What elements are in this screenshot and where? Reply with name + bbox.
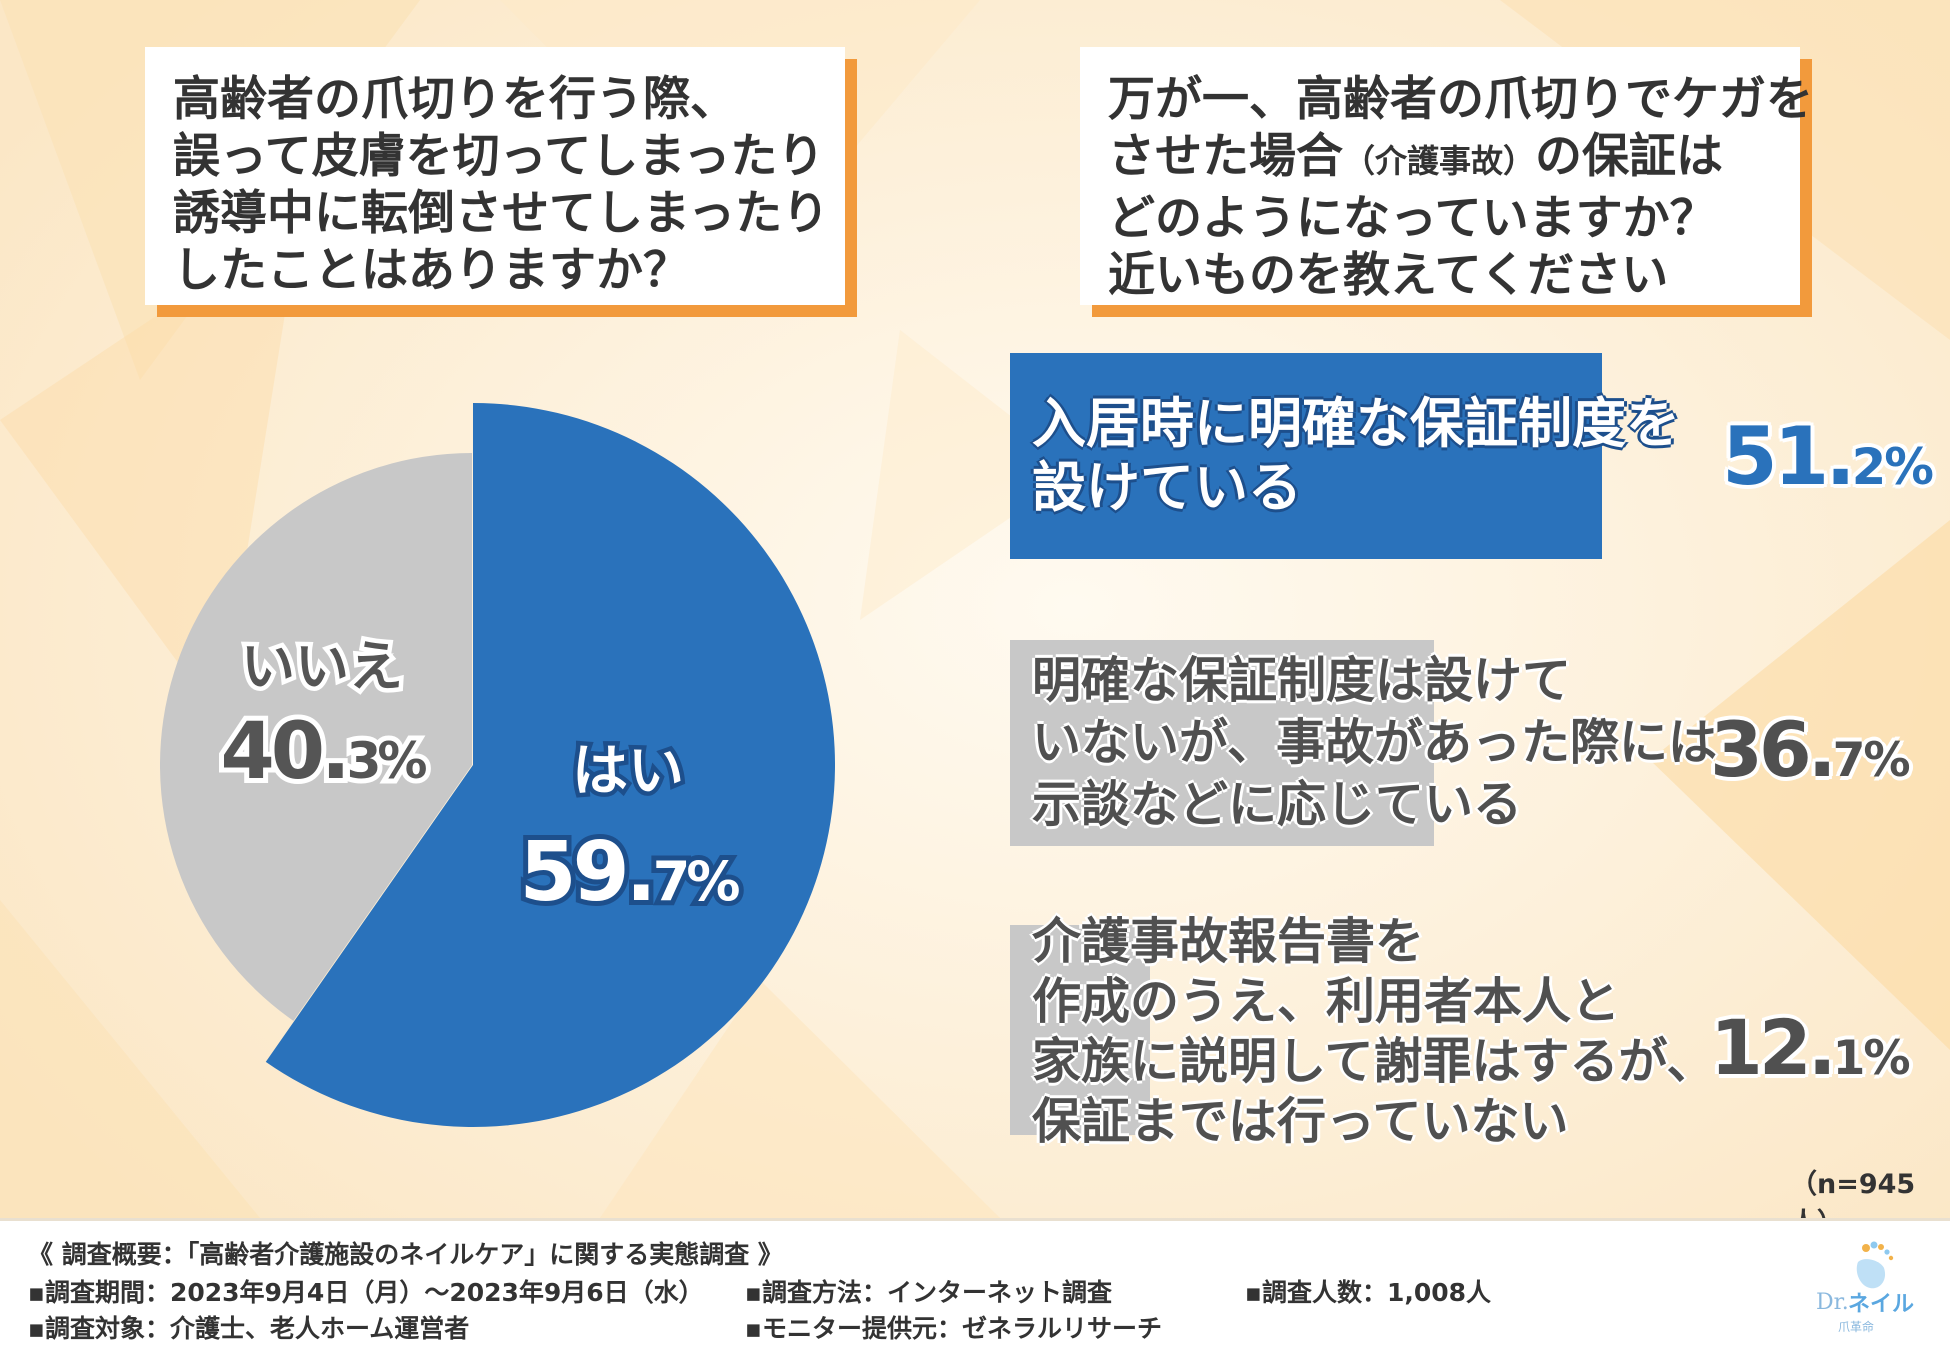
question-box-left: 高齢者の爪切りを行う際、 誤って皮膚を切ってしまったり 誘導中に転倒させてしまっ… (145, 47, 845, 305)
brand-logo: Dr. ネイル 爪革命 (1808, 1238, 1928, 1338)
bar-2-label: 明確な保証制度は設けて いないが、事故があった際には 示談などに応じている (1032, 650, 1717, 836)
question-line: 誤って皮膚を切ってしまったり (173, 129, 825, 184)
foot-icon (1856, 1241, 1894, 1289)
logo-dr: Dr. (1816, 1290, 1849, 1315)
bar-3 (1010, 925, 1150, 1135)
question-line: どのようになっていますか？ (1108, 191, 1717, 246)
bar-value-main: 51. (1722, 410, 1856, 503)
bar-3-label: 介護事故報告書を 作成のうえ、利用者本人と 家族に説明して謝罪はするが、 保証ま… (1032, 912, 1716, 1152)
survey-method: ▪調査方法：インターネット調査 (745, 1278, 1112, 1307)
survey-period: ▪調査期間：2023年9月4日（月）〜2023年9月6日（水） (28, 1278, 704, 1307)
survey-target: ▪調査対象：介護士、老人ホーム運営者 (28, 1314, 470, 1343)
question-box-right: 万が一、高齢者の爪切りでケガを させた場合（介護事故）の保証は どのようになって… (1080, 47, 1813, 305)
question-line: 近いものを教えてください (1108, 248, 1669, 303)
question-line: 誘導中に転倒させてしまったり (173, 186, 830, 241)
bar-2 (1010, 640, 1434, 846)
survey-title: 《 調査概要：「高齢者介護施設のネイルケア」に関する実態調査 》 (28, 1240, 783, 1269)
bar-1-label: 入居時に明確な保証制度を 設けている (1032, 392, 1680, 520)
bar-3-value: 12.1% (1710, 1003, 1911, 1092)
bar-1 (1010, 353, 1602, 559)
bar-label-line: 作成のうえ、利用者本人と (1032, 973, 1621, 1030)
bar-value-small: 7% (1832, 733, 1911, 788)
bar-label-line: 設けている (1032, 456, 1302, 519)
question-text: の保証は (1535, 129, 1724, 184)
bar-2-value: 36.7% (1710, 705, 1911, 794)
bar-value-small: 2% (1851, 438, 1934, 496)
question-line: 万が一、高齢者の爪切りでケガを (1108, 72, 1813, 127)
bar-label-line: 示談などに応じている (1032, 776, 1523, 833)
bar-value-small: 1% (1832, 1031, 1911, 1086)
bar-label-line: 介護事故報告書を (1032, 913, 1425, 970)
question-line: したことはありますか？ (173, 243, 690, 298)
bar-label-line: 入居時に明確な保証制度を (1032, 392, 1680, 455)
bar-label-line: いないが、事故があった際には (1032, 714, 1718, 771)
survey-count: ▪調査人数：1,008人 (1245, 1278, 1492, 1307)
bar-1-value: 51.2% (1722, 410, 1934, 503)
survey-monitor: ▪モニター提供元：ゼネラルリサーチ (745, 1314, 1162, 1343)
logo-nail: ネイル (1848, 1292, 1915, 1317)
bar-value-main: 12. (1710, 1003, 1837, 1092)
bar-label-line: 明確な保証制度は設けて (1032, 652, 1572, 709)
bar-label-line: 保証までは行っていない (1032, 1093, 1569, 1150)
question-line: 高齢者の爪切りを行う際、 (173, 72, 737, 127)
logo-sub: 爪革命 (1838, 1320, 1875, 1334)
question-note: （介護事故） (1343, 142, 1536, 180)
survey-footer: 《 調査概要：「高齢者介護施設のネイルケア」に関する実態調査 》 ▪調査期間：2… (0, 1218, 1950, 1353)
question-text: させた場合 (1108, 129, 1343, 184)
bar-value-main: 36. (1710, 705, 1837, 794)
bar-label-line: 家族に説明して謝罪はするが、 (1032, 1033, 1716, 1090)
question-line: させた場合（介護事故）の保証は (1108, 128, 1772, 190)
